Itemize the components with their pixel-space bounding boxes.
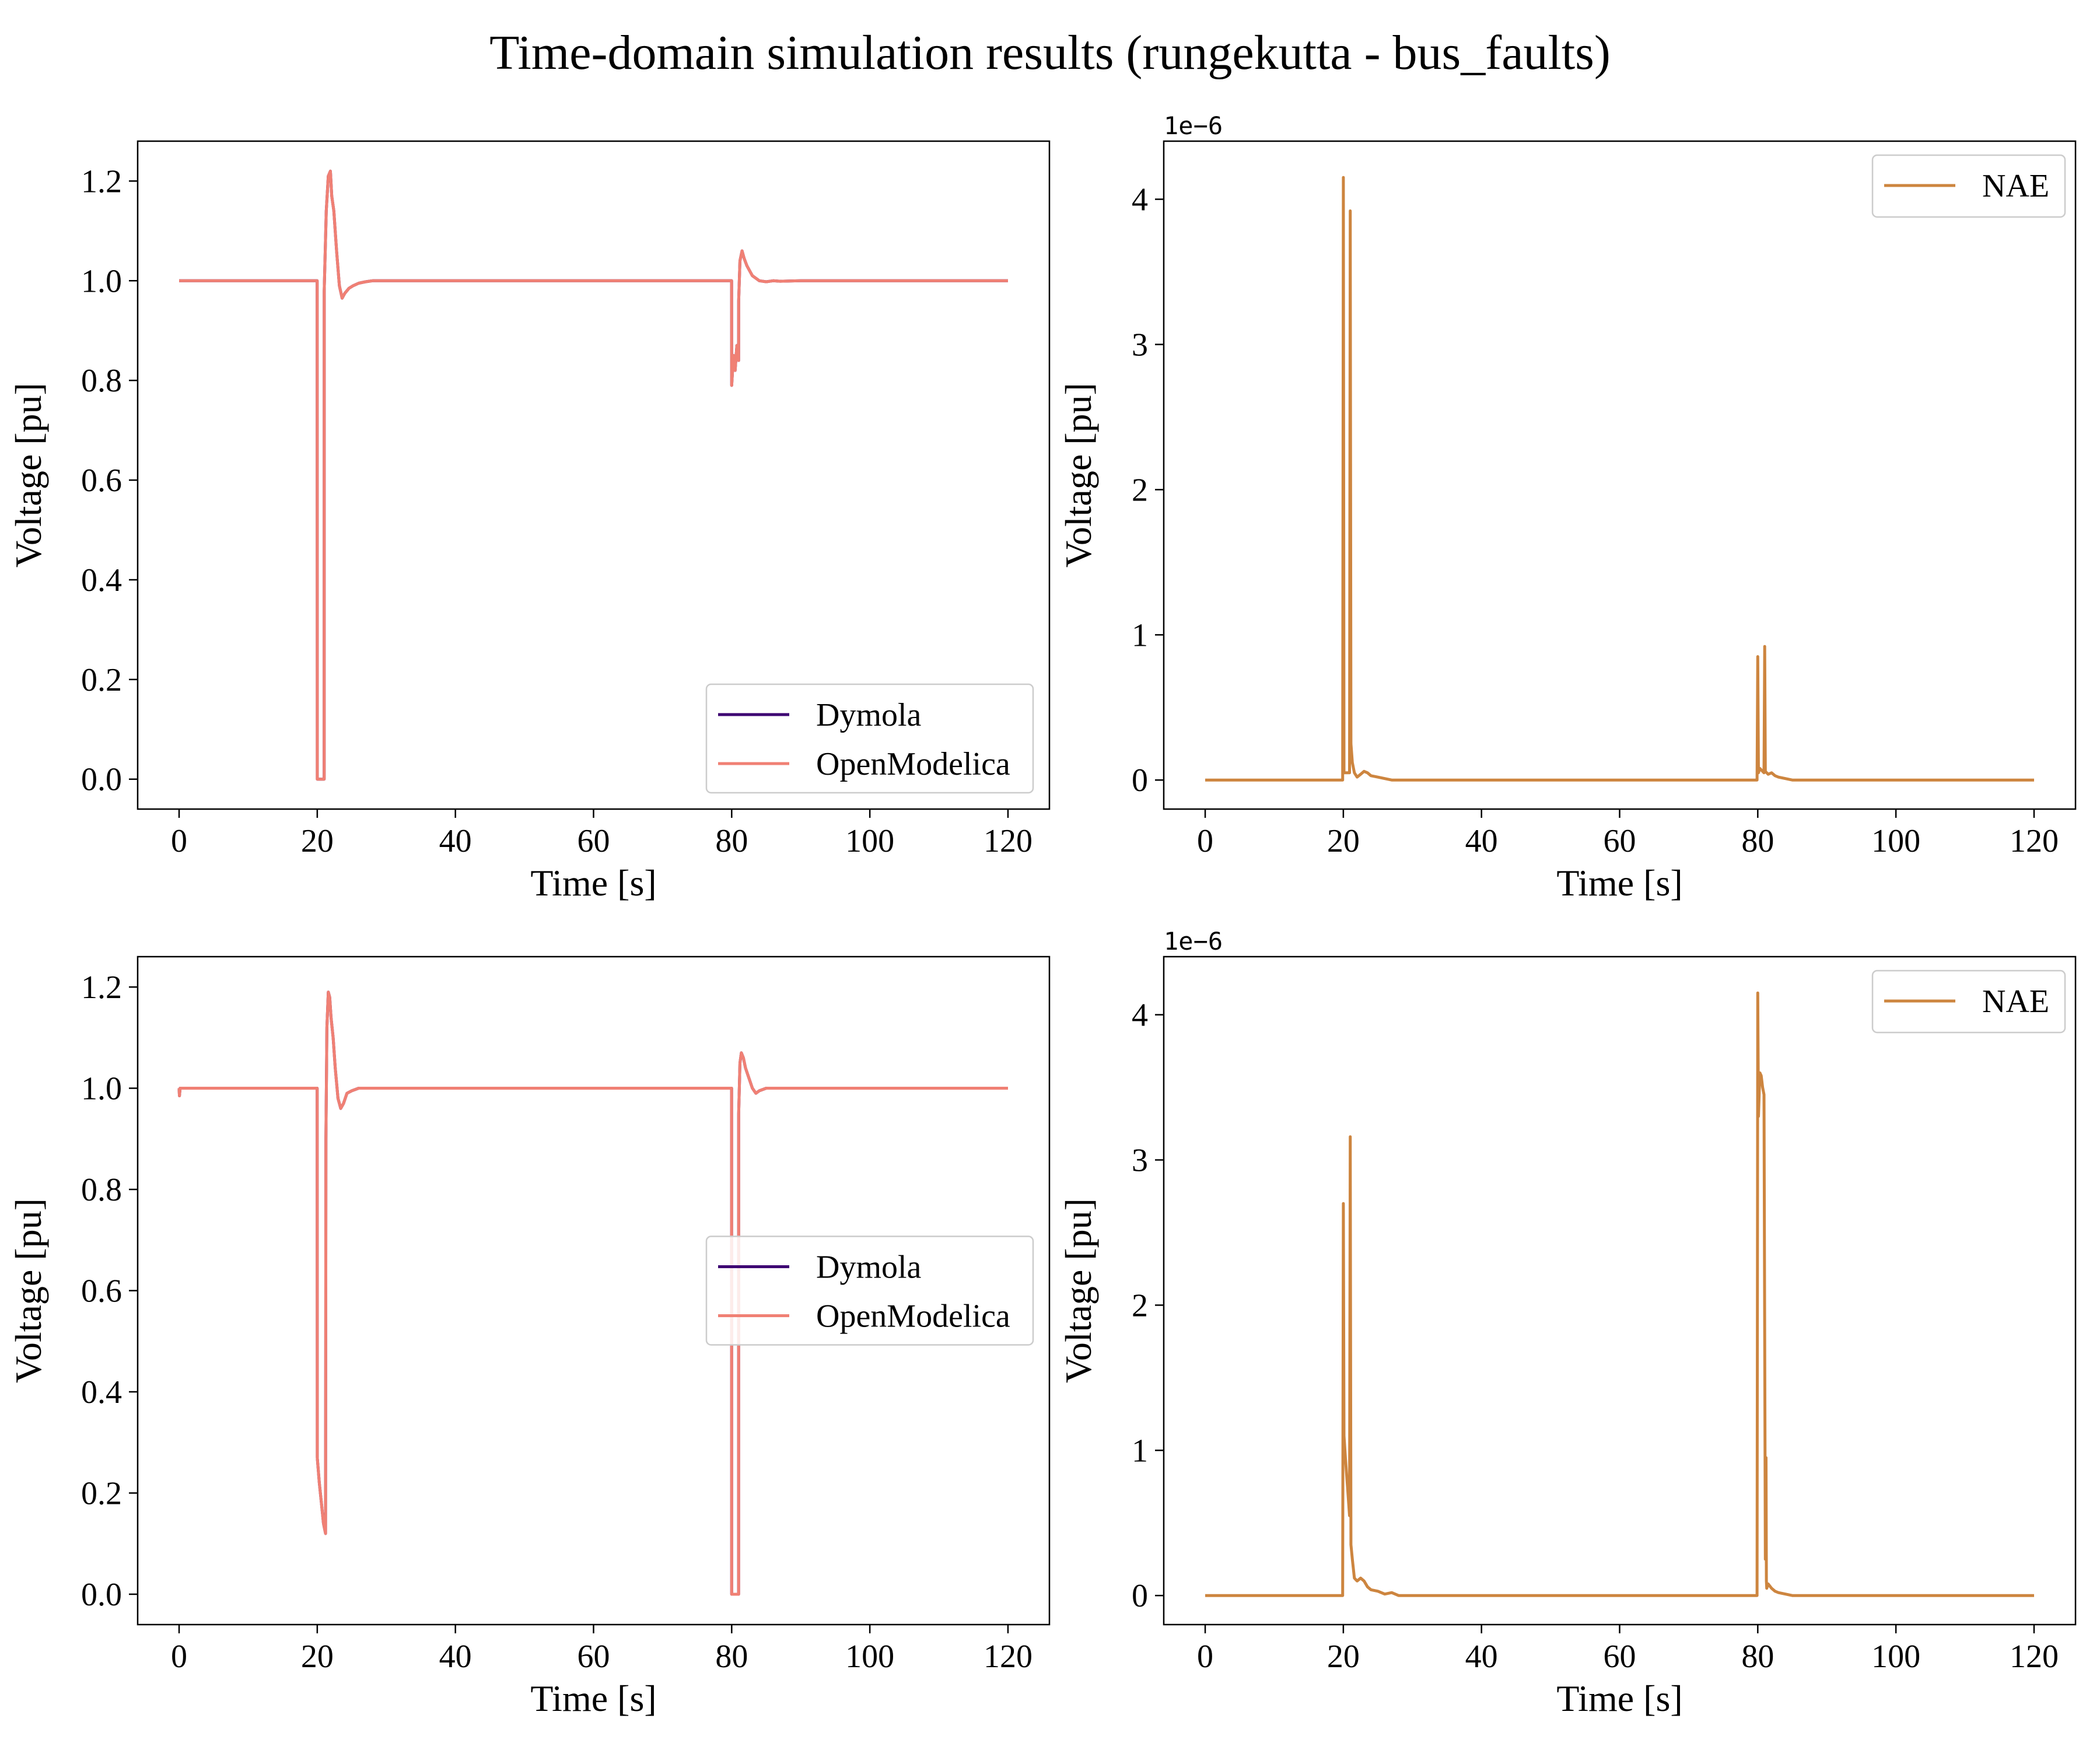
- x-tick-label: 20: [1327, 823, 1360, 859]
- series-group: [1205, 991, 2034, 1597]
- y-tick-label: 2: [1132, 1287, 1148, 1324]
- series-group: [177, 991, 1008, 1596]
- legend-frame: [705, 683, 1034, 794]
- legend: NAE: [1871, 970, 2066, 1034]
- y-tick-label: 0.4: [81, 562, 122, 598]
- series-group: [1205, 176, 2034, 782]
- y-offset-label: 1e−6: [1164, 927, 1223, 956]
- x-tick-label: 80: [1741, 1639, 1774, 1675]
- x-tick-label: 100: [845, 823, 894, 859]
- y-tick-label: 1.0: [81, 1071, 122, 1107]
- x-tick-label: 40: [1465, 1639, 1498, 1675]
- legend: Dymola OpenModelica: [705, 683, 1034, 794]
- legend-label-openmodelica: OpenModelica: [816, 1298, 1010, 1335]
- plot-frame: [1163, 140, 2077, 810]
- x-tick-label: 0: [1197, 1639, 1213, 1675]
- legend-label-openmodelica: OpenModelica: [816, 746, 1010, 782]
- legend-label-nae: NAE: [1982, 984, 2049, 1020]
- y-tick-label: 0.0: [81, 1577, 122, 1613]
- y-tick-label: 3: [1132, 1142, 1148, 1178]
- x-tick-label: 120: [2010, 823, 2059, 859]
- y-tick-label: 0: [1132, 762, 1148, 799]
- x-tick-label: 100: [1871, 823, 1920, 859]
- subplot-4: 0 20 40 60 80 100 120 0 1 2 3 4 Time [s] Voltage [pu]…: [1058, 927, 2077, 1719]
- x-tick-label: 80: [715, 1639, 748, 1675]
- legend-frame: [1871, 970, 2066, 1034]
- subplot-3: 0 20 40 60 80 100 120 0.0 0.2 0.4 0.6 0.8 1.0 1.2 Time…: [8, 956, 1051, 1719]
- y-tick-label: 1: [1132, 1433, 1148, 1469]
- y-tick-label: 4: [1132, 998, 1148, 1034]
- legend-frame: [1871, 154, 2066, 218]
- plot-frame: [1163, 956, 2077, 1626]
- series-group: [179, 169, 1008, 781]
- y-tick-label: 0: [1132, 1578, 1148, 1614]
- series-line-nae: [1205, 991, 2034, 1597]
- y-tick-label: 0.6: [81, 1273, 122, 1310]
- x-tick-label: 100: [1871, 1639, 1920, 1675]
- legend: Dymola OpenModelica: [705, 1236, 1034, 1346]
- series-line-openmodelica: [177, 991, 1008, 1596]
- subplot-1: 0 20 40 60 80 100 120 0.0 0.2 0.4 0.6 0.8 1.0 1.2 Time…: [8, 140, 1051, 904]
- x-tick-label: 40: [1465, 823, 1498, 859]
- x-tick-label: 120: [984, 1639, 1032, 1675]
- x-axis-label: Time [s]: [1556, 1678, 1682, 1719]
- x-tick-label: 20: [301, 823, 334, 859]
- x-tick-label: 120: [2010, 1639, 2059, 1675]
- legend-frame: [705, 1236, 1034, 1346]
- y-tick-label: 4: [1132, 182, 1148, 218]
- x-tick-label: 0: [171, 823, 187, 859]
- x-tick-label: 80: [1741, 823, 1774, 859]
- x-tick-label: 120: [984, 823, 1032, 859]
- y-tick-label: 0.6: [81, 463, 122, 499]
- series-line-nae: [1205, 176, 2034, 782]
- y-tick-label: 1.2: [81, 163, 122, 200]
- y-tick-label: 0.2: [81, 662, 122, 698]
- plot-frame: [136, 140, 1051, 810]
- legend: NAE: [1871, 154, 2066, 218]
- x-axis-label: Time [s]: [530, 862, 656, 904]
- x-tick-label: 0: [1197, 823, 1213, 859]
- y-tick-label: 2: [1132, 472, 1148, 508]
- x-tick-label: 40: [439, 823, 472, 859]
- plot-frame: [136, 956, 1051, 1626]
- subplot-2: 0 20 40 60 80 100 120 0 1 2 3 4 Time [s] Voltage [pu]…: [1058, 111, 2077, 904]
- y-tick-label: 0.4: [81, 1374, 122, 1410]
- x-tick-label: 100: [845, 1639, 894, 1675]
- legend-label-nae: NAE: [1982, 168, 2049, 204]
- y-tick-label: 1.0: [81, 263, 122, 299]
- x-tick-label: 60: [578, 1639, 610, 1675]
- y-tick-label: 3: [1132, 327, 1148, 363]
- x-axis-label: Time [s]: [530, 1678, 656, 1719]
- legend-label-dymola: Dymola: [816, 697, 922, 733]
- y-tick-label: 1: [1132, 617, 1148, 653]
- y-tick-label: 0.0: [81, 762, 122, 798]
- subplot-grid: 0 20 40 60 80 100 1200.00.20.40.60.81.01.2Time…: [8, 111, 2077, 1719]
- y-axis-label: Voltage [pu]: [1058, 383, 1099, 568]
- x-tick-label: 80: [715, 823, 748, 859]
- series-line-openmodelica: [179, 169, 1008, 781]
- y-tick-label: 1.2: [81, 970, 122, 1006]
- y-tick-label: 0.8: [81, 1172, 122, 1208]
- x-tick-label: 0: [171, 1639, 187, 1675]
- x-tick-label: 60: [578, 823, 610, 859]
- x-tick-label: 40: [439, 1639, 472, 1675]
- y-axis-label: Voltage [pu]: [8, 1198, 49, 1383]
- y-axis-label: Voltage [pu]: [1058, 1198, 1099, 1383]
- x-tick-label: 60: [1604, 823, 1636, 859]
- x-tick-label: 20: [301, 1639, 334, 1675]
- x-tick-label: 60: [1604, 1639, 1636, 1675]
- figure-title: Time-domain simulation results (rungekut…: [489, 26, 1611, 80]
- y-tick-label: 0.2: [81, 1475, 122, 1511]
- legend-label-dymola: Dymola: [816, 1250, 922, 1286]
- x-tick-label: 20: [1327, 1639, 1360, 1675]
- y-axis-label: Voltage [pu]: [8, 383, 49, 568]
- x-axis-label: Time [s]: [1556, 862, 1682, 904]
- y-offset-label: 1e−6: [1164, 111, 1223, 140]
- y-tick-label: 0.8: [81, 363, 122, 399]
